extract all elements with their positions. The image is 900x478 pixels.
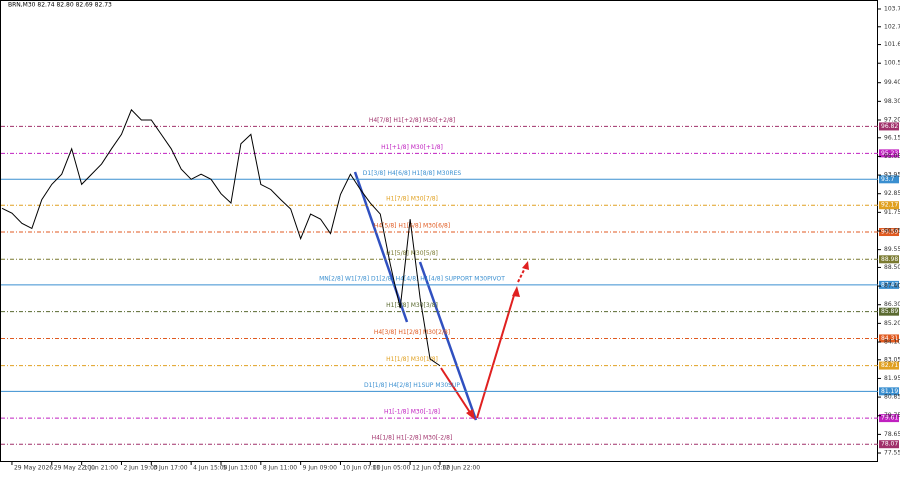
price-tag-label: 81.19 (881, 388, 898, 395)
y-tick-label: 102.70 (884, 23, 900, 30)
arrow (353, 171, 409, 323)
price-tag-label: 95.23 (881, 150, 898, 157)
price-tag-label: 82.71 (881, 362, 898, 369)
level-label: MN[2/8] W1[7/8] D1[2/8] H4[4/8] H1[4/8] … (319, 275, 505, 282)
arrow-head (466, 409, 475, 420)
x-tick-label: 12 Jun 03:00 (412, 465, 450, 472)
level-label: H4[7/8] H1[+2/8] M30[+2/8] (369, 117, 455, 124)
price-tag (879, 440, 899, 449)
price-tag (879, 387, 899, 396)
x-tick-label: 8 Jun 11:00 (263, 465, 297, 472)
price-tag-label: 96.82 (881, 123, 898, 130)
x-tick-label: 3 Jun 17:00 (153, 465, 187, 472)
level-label: H1[+1/8] M30[+1/8] (381, 144, 443, 151)
y-tick-label: 101.65 (884, 41, 900, 48)
x-tick-label: 2 Jun 19:00 (123, 465, 157, 472)
y-tick-label: 103.75 (884, 5, 900, 12)
price-tag-label: 84.31 (881, 335, 898, 342)
price-tag-label: 88.98 (881, 256, 898, 263)
level-label: H1[-1/8] M30[-1/8] (384, 409, 440, 416)
level-label: D1[1/8] H4[2/8] H1SUP M30SUP (364, 382, 460, 389)
arrow-head (512, 286, 520, 297)
price-tag-label: 79.61 (881, 415, 898, 422)
y-tick-label: 99.40 (884, 79, 900, 86)
level-label: H1[5/8] M30[5/8] (386, 250, 438, 257)
level-label: H1[1/8] M30[1/8] (386, 356, 438, 363)
x-tick-label: 12 Jun 22:00 (442, 465, 480, 472)
level-label: H1[3/8] M30[3/8] (386, 302, 438, 309)
y-tick-label: 97.20 (884, 116, 900, 123)
y-tick-label: 95.05 (884, 153, 900, 160)
plot-frame (0, 0, 878, 462)
price-tag-label: 92.17 (881, 202, 898, 209)
price-tag (879, 414, 899, 423)
x-tick-label: 9 Jun 09:00 (303, 465, 337, 472)
chart-title: BRN,M30 82.74 82.80 82.69 82.73 (8, 2, 112, 9)
arrow (517, 265, 527, 283)
price-tag (879, 175, 899, 184)
level-label: D1[3/8] H4[6/8] H1[8/8] M30RES (363, 170, 462, 177)
x-tick-label: 29 May 22:00 (54, 465, 95, 472)
price-tag-label: 90.59 (881, 229, 898, 236)
y-tick-label: 91.75 (884, 209, 900, 216)
y-tick-label: 81.95 (884, 375, 900, 382)
price-tag (879, 201, 899, 210)
y-tick-label: 77.55 (884, 450, 900, 457)
x-tick-label: 4 Jun 15:00 (193, 465, 227, 472)
price-tag (879, 149, 899, 158)
price-tag (879, 255, 899, 264)
y-tick-label: 98.30 (884, 98, 900, 105)
x-tick-label: 11 Jun 05:00 (372, 465, 410, 472)
y-tick-label: 92.85 (884, 190, 900, 197)
y-tick-label: 83.05 (884, 356, 900, 363)
y-tick-label: 89.55 (884, 246, 900, 253)
price-tag (879, 361, 899, 370)
arrow (476, 291, 516, 419)
level-label: H4[5/8] H1[6/8] M30[6/8] (374, 223, 450, 230)
y-tick-label: 100.55 (884, 60, 900, 67)
y-tick-label: 79.75 (884, 412, 900, 419)
price-tag (879, 334, 899, 343)
level-label: H4[1/8] H1[-2/8] M30[-2/8] (372, 435, 453, 442)
price-tag (879, 122, 899, 131)
y-tick-label: 96.15 (884, 134, 900, 141)
y-tick-label: 90.65 (884, 228, 900, 235)
price-tag-label: 85.89 (881, 308, 898, 315)
y-tick-label: 93.95 (884, 172, 900, 179)
y-tick-label: 80.85 (884, 394, 900, 401)
price-tag (879, 228, 899, 237)
y-tick-label: 86.30 (884, 301, 900, 308)
price-tag-label: 93.7 (881, 176, 895, 183)
arrow (418, 261, 478, 421)
price-tag (879, 280, 899, 289)
x-tick-label: 10 Jun 07:00 (342, 465, 380, 472)
x-tick-label: 29 May 2026 (14, 465, 53, 472)
price-line (1, 108, 441, 367)
y-tick-label: 84.10 (884, 339, 900, 346)
level-label: H4[3/8] H1[2/8] M30[2/8] (374, 329, 450, 336)
x-tick-label: 1 Jun 21:00 (84, 465, 118, 472)
arrow-head (522, 261, 529, 270)
y-tick-label: 88.50 (884, 264, 900, 271)
y-tick-label: 78.65 (884, 431, 900, 438)
price-tag (879, 307, 899, 316)
price-tag-label: 87.47 (881, 281, 898, 288)
price-tag-label: 78.07 (881, 441, 898, 448)
forecast-arrows (353, 171, 529, 421)
x-tick-label: 5 Jun 13:00 (223, 465, 257, 472)
level-label: H1[7/8] M30[7/8] (386, 196, 438, 203)
y-tick-label: 85.20 (884, 320, 900, 327)
y-tick-label: 87.40 (884, 283, 900, 290)
